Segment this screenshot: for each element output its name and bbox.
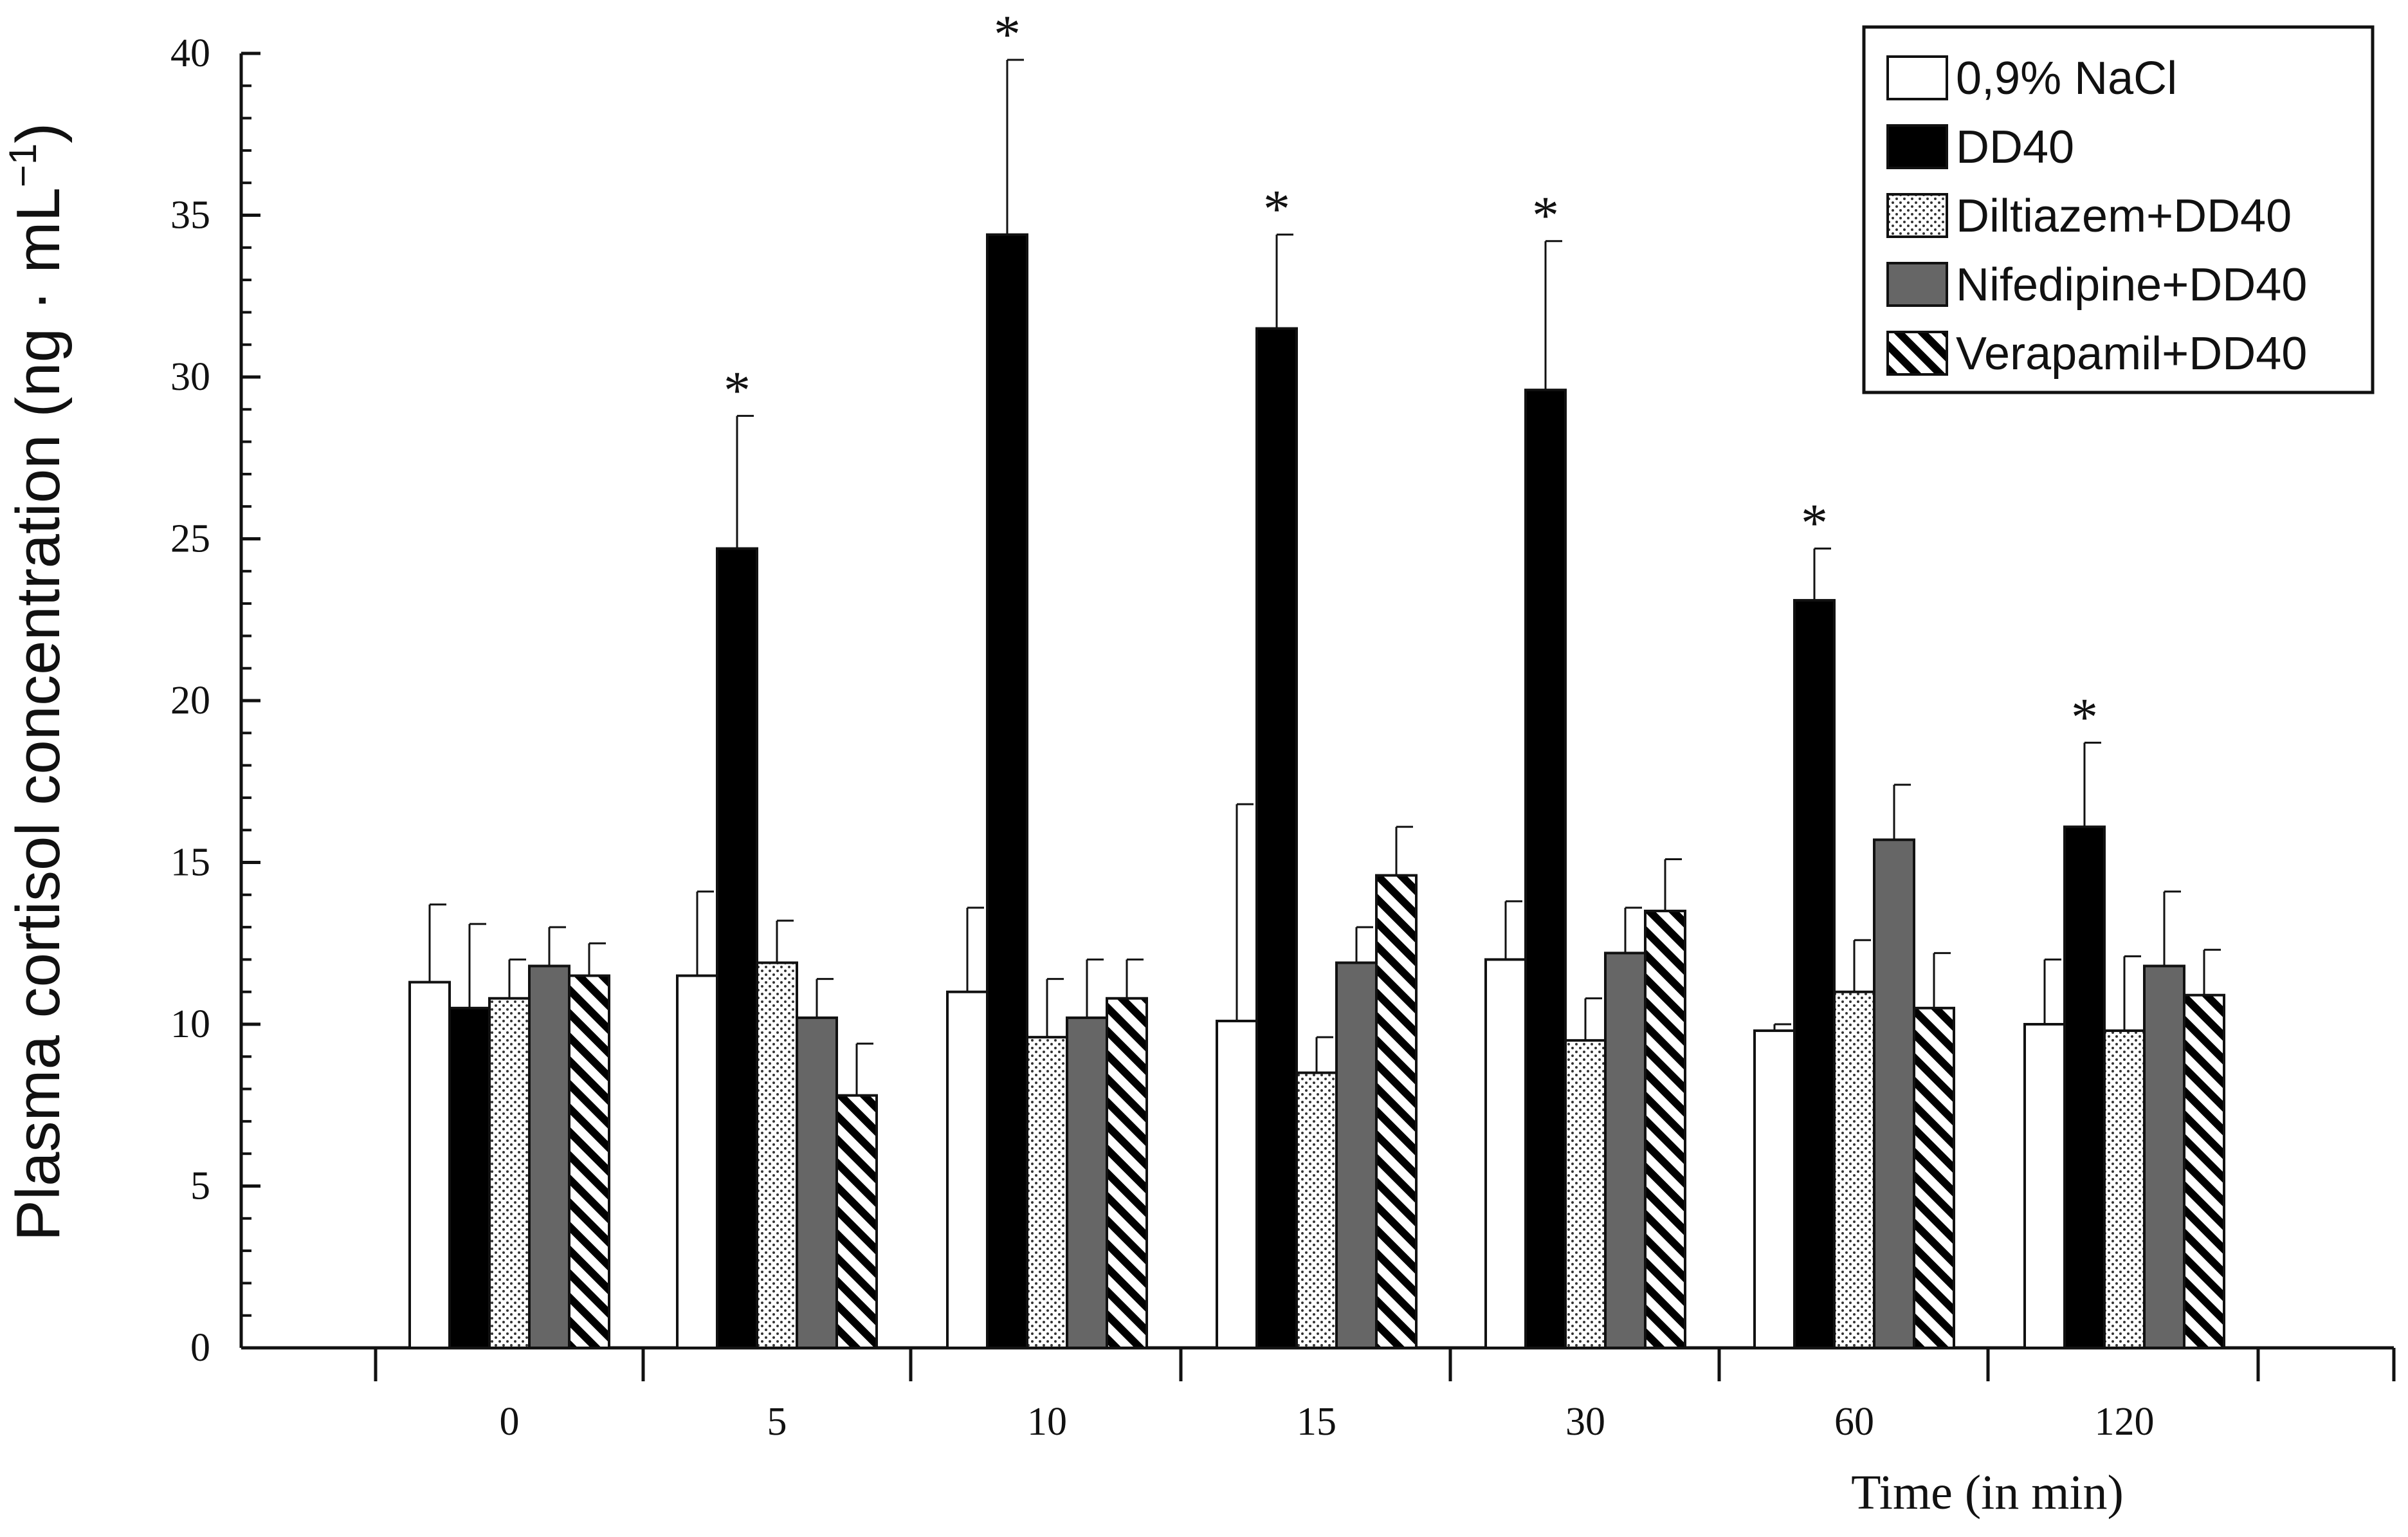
bar (1793, 599, 1836, 1350)
significance-star: * (994, 5, 1021, 64)
bar (1255, 327, 1298, 1349)
significance-star: * (1263, 179, 1290, 239)
legend-swatch (1886, 124, 1948, 169)
x-tick-label: 0 (500, 1400, 520, 1444)
significance-star: * (724, 360, 751, 420)
significance-star: * (1801, 493, 1828, 553)
bar (568, 974, 610, 1350)
error-bars (428, 59, 2221, 1096)
bar (1295, 1071, 1338, 1349)
y-tick-label: 0 (190, 1326, 210, 1370)
bar (1216, 1019, 1258, 1349)
bar (408, 980, 451, 1349)
bar (528, 964, 570, 1349)
y-tick-label: 35 (170, 194, 210, 237)
legend-label: 0,9% NaCl (1956, 53, 2177, 104)
significance-markers: * * * * * * (724, 5, 2098, 747)
bar (676, 974, 718, 1350)
bars (408, 233, 2225, 1350)
x-tick-label: 15 (1297, 1400, 1336, 1444)
y-tick-label: 15 (170, 841, 210, 885)
bar (2023, 1023, 2066, 1349)
y-tick-label: 30 (170, 355, 210, 399)
bar (1375, 874, 1418, 1349)
legend-frame (1862, 25, 2375, 394)
bar (1564, 1039, 1607, 1350)
x-tick-label: 5 (767, 1400, 787, 1444)
bar (946, 990, 989, 1349)
bar (1913, 1006, 1955, 1349)
legend-label: Diltiazem+DD40 (1956, 190, 2292, 242)
y-tick-label: 10 (170, 1002, 210, 1046)
bar (796, 1016, 838, 1349)
legend-label: Verapamil+DD40 (1956, 328, 2307, 380)
y-axis-title-sup: −1 (1, 143, 44, 187)
legend-swatch (1886, 193, 1948, 238)
x-tick-label: 10 (1027, 1400, 1067, 1444)
significance-star: * (2071, 687, 2098, 747)
y-axis-title-main: Plasma cortisol concentration (ng · mL (4, 187, 73, 1241)
y-tick-label: 20 (170, 679, 210, 722)
bar (1106, 997, 1148, 1349)
bar (986, 233, 1028, 1349)
bar (1644, 909, 1686, 1349)
y-tick-label: 40 (170, 32, 210, 75)
bar (1524, 389, 1567, 1349)
bar (716, 547, 758, 1350)
bar (2183, 993, 2225, 1349)
legend-label: DD40 (1956, 122, 2074, 173)
x-tick-label: 120 (2095, 1400, 2155, 1444)
bar (756, 961, 798, 1350)
bar (2063, 825, 2106, 1350)
y-tick-label: 25 (170, 517, 210, 561)
bar (1026, 1036, 1068, 1349)
bar (2103, 1029, 2146, 1350)
bar (2143, 964, 2185, 1349)
bar (835, 1094, 878, 1350)
y-axis-title-close: ) (4, 123, 73, 143)
legend-swatch (1886, 55, 1948, 100)
bar (1833, 990, 1875, 1349)
x-tick-label: 30 (1565, 1400, 1605, 1444)
legend-swatch (1886, 331, 1948, 376)
x-tick-label: 60 (1834, 1400, 1874, 1444)
legend: 0,9% NaCl DD40 Diltiazem+DD40 Nifedipine+DD… (1862, 25, 2375, 394)
bar (1066, 1016, 1108, 1349)
legend-label: Nifedipine+DD40 (1956, 259, 2307, 311)
legend-items: 0,9% NaCl DD40 Diltiazem+DD40 Nifedipine+DD… (1886, 53, 2307, 380)
bar (1604, 952, 1646, 1349)
x-axis-title: Time (in min) (1851, 1466, 2124, 1520)
legend-swatch (1886, 262, 1948, 307)
bar (448, 1006, 491, 1349)
significance-star: * (1532, 186, 1559, 246)
bar (1873, 838, 1915, 1350)
bar (488, 997, 531, 1349)
bar (1484, 958, 1527, 1349)
bar (1753, 1029, 1796, 1350)
y-axis-title: Plasma cortisol concentration (ng · mL−1… (1, 123, 73, 1241)
bar (1335, 961, 1378, 1350)
y-tick-label: 5 (190, 1164, 210, 1208)
